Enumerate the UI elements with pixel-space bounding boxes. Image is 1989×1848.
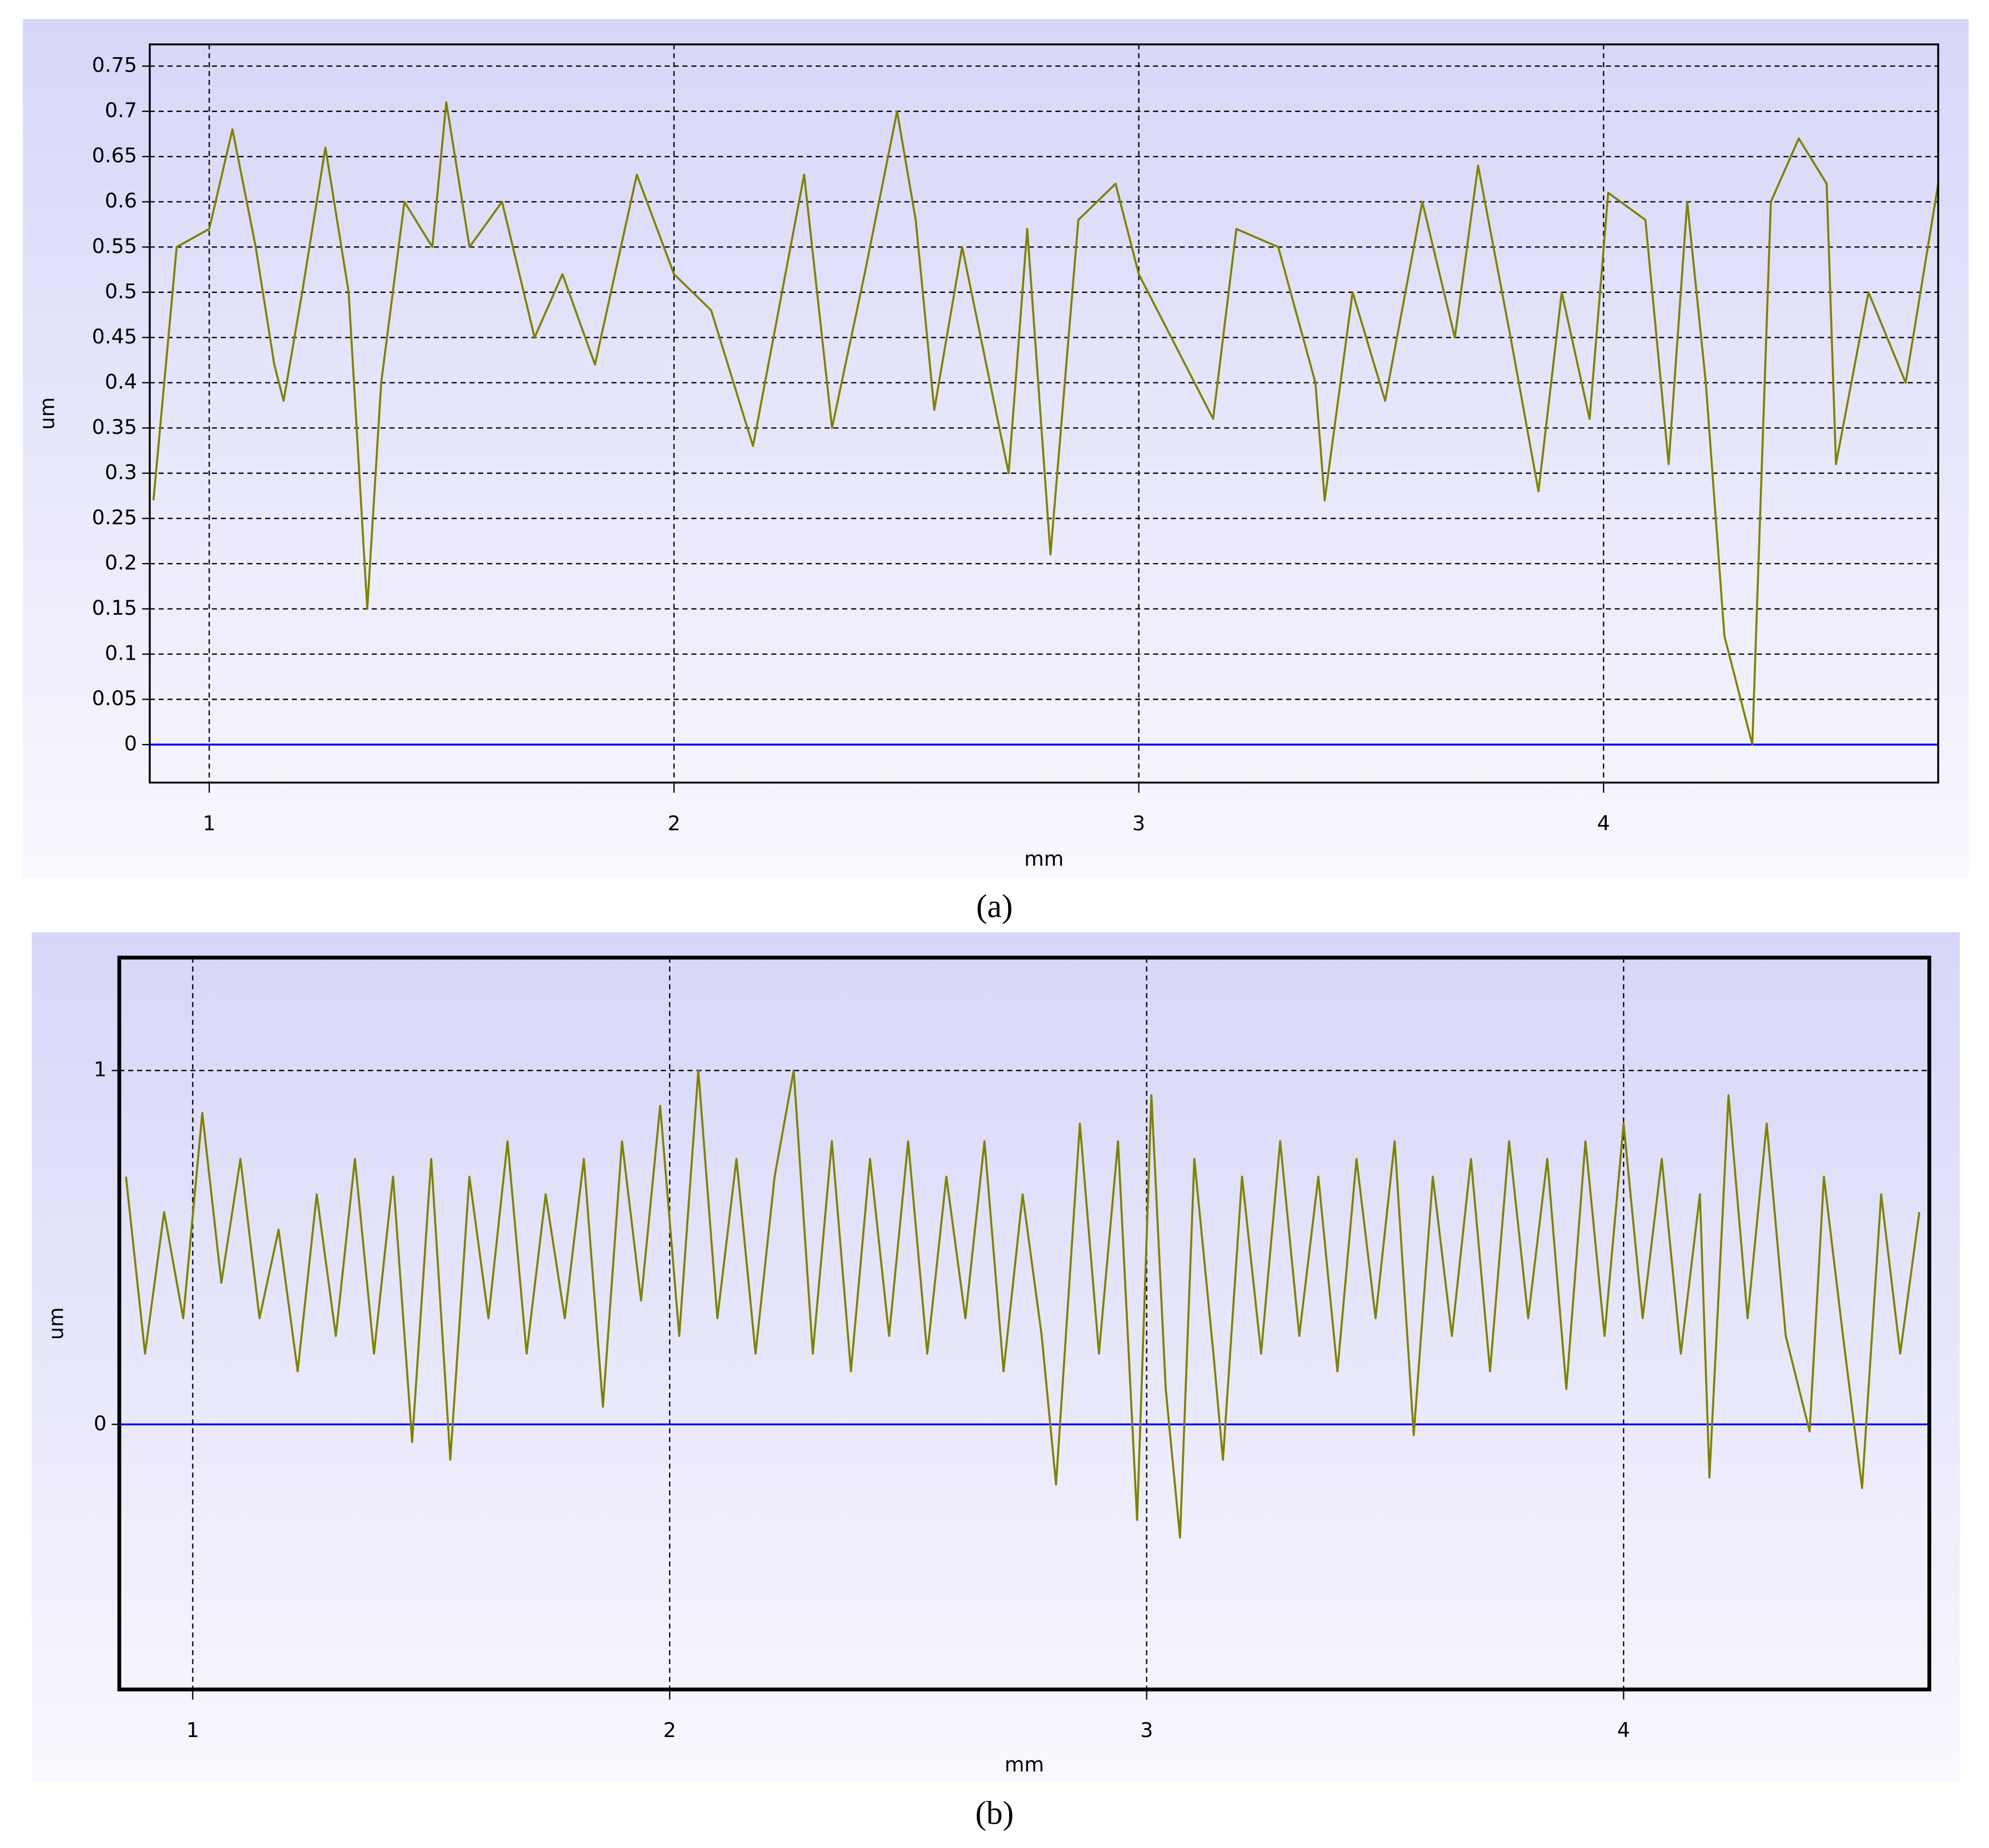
y-tick-label: 0.15	[92, 596, 137, 620]
y-tick-label: 0.45	[92, 325, 137, 348]
x-axis-label: mm	[1005, 1753, 1044, 1776]
profile-line	[152, 101, 1940, 746]
caption: (a)	[976, 888, 1013, 924]
y-tick-label: 1	[94, 1057, 107, 1081]
y-tick-label: 0.1	[105, 641, 137, 665]
x-tick-label: 3	[1140, 1718, 1153, 1742]
y-tick-label: 0.5	[105, 279, 137, 303]
x-tick-label: 2	[663, 1718, 676, 1742]
x-tick-label: 3	[1132, 812, 1145, 836]
y-tick-label: 0.35	[92, 415, 137, 439]
y-tick-label: 0.3	[105, 460, 137, 484]
x-tick-label: 1	[186, 1718, 199, 1742]
y-tick-label: 0	[94, 1411, 107, 1435]
y-tick-label: 0.4	[105, 369, 137, 393]
x-tick-label: 4	[1597, 812, 1610, 836]
x-tick-label: 4	[1617, 1718, 1630, 1742]
y-tick-label: 0.05	[92, 686, 137, 710]
y-tick-label: 0.2	[105, 550, 137, 574]
panel-background	[23, 19, 1969, 878]
profile-line	[125, 1069, 1921, 1539]
y-axis-label: um	[44, 1307, 68, 1340]
panel-background	[32, 932, 1960, 1783]
x-tick-label: 1	[203, 812, 215, 836]
y-tick-label: 0	[124, 732, 137, 756]
y-axis-label: um	[35, 397, 59, 430]
plot-frame	[149, 43, 1940, 784]
y-tick-label: 0.75	[92, 53, 137, 77]
y-tick-label: 0.65	[92, 144, 137, 168]
y-tick-label: 0.7	[105, 98, 137, 122]
plot-frame	[117, 955, 1931, 1692]
y-tick-label: 0.55	[92, 234, 137, 258]
y-tick-label: 0.6	[105, 189, 137, 212]
x-tick-label: 2	[667, 812, 680, 836]
x-axis-label: mm	[1024, 847, 1064, 871]
caption: (b)	[975, 1794, 1014, 1831]
y-tick-label: 0.25	[92, 505, 137, 529]
